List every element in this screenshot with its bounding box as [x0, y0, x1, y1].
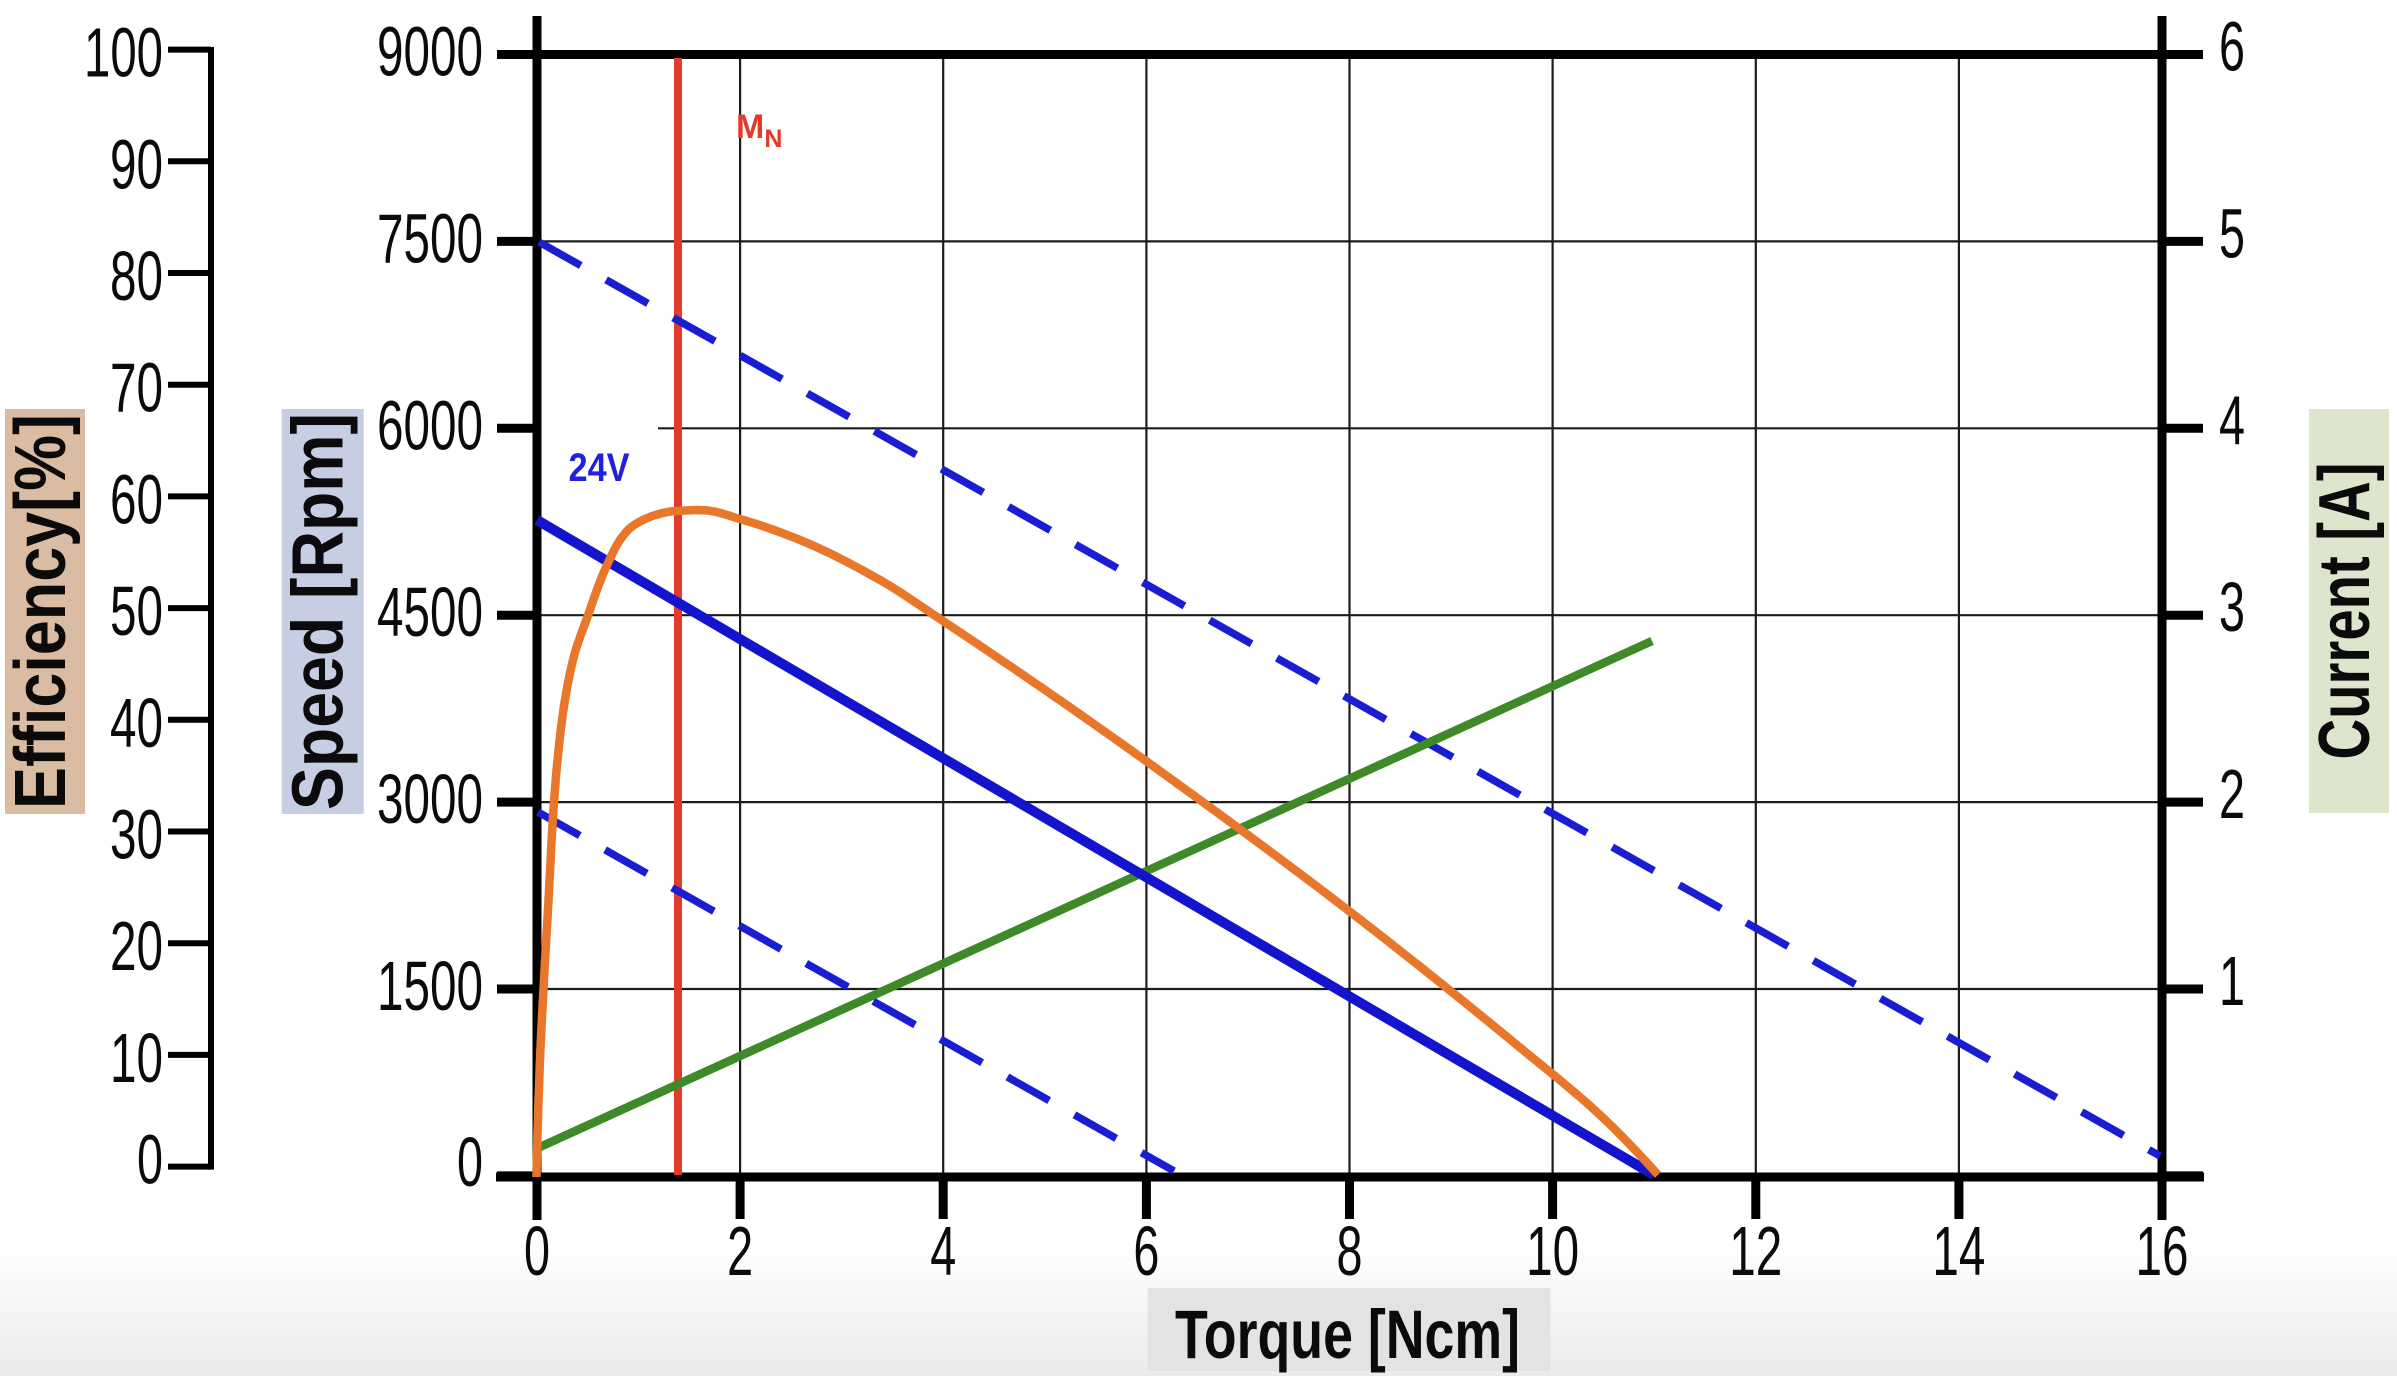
svg-text:16: 16 — [2136, 1212, 2189, 1290]
svg-text:60: 60 — [110, 460, 163, 538]
svg-text:100: 100 — [84, 14, 163, 92]
svg-text:50: 50 — [110, 572, 163, 650]
svg-text:1: 1 — [2219, 942, 2245, 1020]
svg-text:MN: MN — [736, 108, 782, 153]
svg-text:7500: 7500 — [377, 199, 483, 277]
svg-text:14: 14 — [1932, 1212, 1985, 1290]
svg-text:10: 10 — [110, 1019, 163, 1097]
svg-text:1500: 1500 — [377, 947, 483, 1025]
svg-text:12: 12 — [1729, 1212, 1782, 1290]
svg-text:4: 4 — [930, 1212, 956, 1290]
svg-text:2: 2 — [2219, 755, 2245, 833]
svg-text:Speed [Rpm]: Speed [Rpm] — [279, 413, 359, 810]
svg-text:3000: 3000 — [377, 760, 483, 838]
svg-text:30: 30 — [110, 796, 163, 874]
svg-text:2: 2 — [727, 1212, 753, 1290]
svg-text:Efficiency[%]: Efficiency[%] — [1, 414, 81, 809]
svg-text:40: 40 — [110, 684, 163, 762]
svg-text:6: 6 — [1133, 1212, 1159, 1290]
svg-text:24V: 24V — [569, 446, 630, 490]
svg-text:10: 10 — [1526, 1212, 1579, 1290]
svg-text:6: 6 — [2219, 8, 2245, 86]
svg-text:6000: 6000 — [377, 386, 483, 464]
svg-text:3: 3 — [2219, 568, 2245, 646]
svg-text:Torque [Ncm]: Torque [Ncm] — [1175, 1296, 1520, 1373]
svg-text:70: 70 — [110, 349, 163, 427]
svg-text:4: 4 — [2219, 381, 2245, 459]
svg-text:0: 0 — [457, 1123, 483, 1201]
svg-text:0: 0 — [524, 1212, 550, 1290]
svg-text:90: 90 — [110, 125, 163, 203]
svg-text:4500: 4500 — [377, 573, 483, 651]
svg-text:9000: 9000 — [377, 13, 483, 91]
svg-text:Current [A]: Current [A] — [2305, 463, 2385, 760]
svg-text:80: 80 — [110, 237, 163, 315]
svg-text:20: 20 — [110, 907, 163, 985]
svg-text:5: 5 — [2219, 194, 2245, 272]
svg-text:0: 0 — [137, 1121, 163, 1199]
svg-text:8: 8 — [1337, 1212, 1363, 1290]
